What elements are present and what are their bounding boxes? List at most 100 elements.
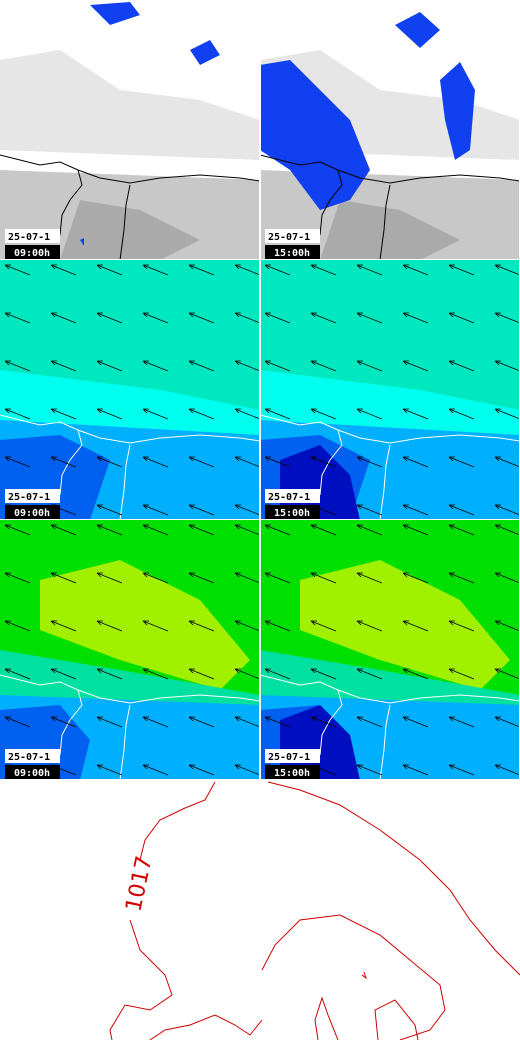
wind-arrow: [264, 620, 291, 632]
wind-arrow: [234, 264, 259, 276]
wind-arrow: [234, 456, 259, 468]
isobar-label: 1017: [121, 854, 157, 914]
map-panel: 25-07-1 09:00h: [0, 0, 259, 259]
wind-arrow: [234, 716, 259, 728]
wind-arrow: [234, 360, 259, 372]
wind-arrow: [402, 408, 429, 420]
time-box: [5, 765, 60, 779]
date-label: 25-07-1: [8, 232, 50, 243]
panel-body: [0, 520, 259, 779]
coastline: [319, 689, 343, 756]
wind-arrow: [494, 524, 519, 536]
coastline: [379, 444, 391, 519]
wind-arrow: [50, 456, 77, 468]
wind-arrow: [50, 408, 77, 420]
map-panel: 25-07-1 09:00h: [0, 260, 259, 519]
wind-arrow: [4, 312, 31, 324]
wind-arrow: [96, 668, 123, 680]
wind-arrow: [96, 408, 123, 420]
wind-arrow: [188, 572, 215, 584]
field-area: [260, 370, 519, 440]
wind-arrow: [356, 312, 383, 324]
panel-body: [260, 0, 519, 259]
wind-arrow: [4, 668, 31, 680]
wind-arrow: [356, 264, 383, 276]
wind-arrow: [264, 360, 291, 372]
wind-arrow: [310, 668, 337, 680]
wind-arrow: [264, 408, 291, 420]
wind-arrow: [494, 504, 519, 516]
field-area: [320, 200, 460, 259]
rain-area: [80, 238, 84, 246]
coastline: [0, 674, 259, 704]
wind-arrow: [234, 312, 259, 324]
wind-arrow: [50, 620, 77, 632]
wind-arrow: [96, 572, 123, 584]
wind-arrow: [310, 620, 337, 632]
wind-arrow: [234, 764, 259, 776]
wind-arrow: [310, 456, 337, 468]
wind-arrow: [96, 504, 123, 516]
wind-arrow: [96, 524, 123, 536]
date-box: [265, 489, 320, 503]
wind-arrow: [310, 264, 337, 276]
wind-arrow: [4, 716, 31, 728]
wind-arrow: [356, 360, 383, 372]
field-area: [60, 200, 200, 259]
coastline: [119, 184, 131, 259]
pressure-panel: [109, 781, 520, 1040]
field-area: [300, 560, 510, 690]
wind-arrow: [448, 668, 475, 680]
wind-arrow: [4, 456, 31, 468]
wind-arrow: [264, 572, 291, 584]
wind-arrow: [356, 572, 383, 584]
wind-arrow: [494, 456, 519, 468]
date-label: 25-07-1: [268, 492, 310, 503]
wind-arrow: [4, 572, 31, 584]
time-box: [265, 245, 320, 259]
wind-arrow: [188, 668, 215, 680]
wind-arrow: [234, 504, 259, 516]
wind-arrow: [96, 764, 123, 776]
time-label: 15:00h: [274, 768, 310, 779]
coastline: [260, 414, 519, 444]
wind-arrow: [50, 668, 77, 680]
wind-arrow: [402, 264, 429, 276]
wind-arrow: [448, 504, 475, 516]
wind-arrow: [402, 312, 429, 324]
wind-arrow: [4, 620, 31, 632]
time-box: [265, 765, 320, 779]
wind-arrow: [188, 764, 215, 776]
time-box: [265, 505, 320, 519]
wind-arrow: [310, 312, 337, 324]
wind-arrow: [310, 524, 337, 536]
wind-arrow: [310, 360, 337, 372]
wind-arrow: [356, 620, 383, 632]
wind-arrow: [96, 360, 123, 372]
field-area: [0, 50, 259, 160]
wind-arrow: [142, 716, 169, 728]
wind-arrow: [402, 668, 429, 680]
wind-arrow: [234, 524, 259, 536]
coastline: [319, 429, 343, 496]
wind-arrow: [356, 408, 383, 420]
wind-arrow: [402, 524, 429, 536]
wind-arrow: [188, 456, 215, 468]
map-panel: 25-07-1 15:00h: [260, 260, 519, 519]
wind-arrow: [494, 572, 519, 584]
wind-arrow: [50, 264, 77, 276]
wind-arrow: [356, 716, 383, 728]
wind-arrow: [494, 620, 519, 632]
wind-arrow: [448, 716, 475, 728]
coastline: [59, 689, 83, 756]
wind-arrow: [356, 504, 383, 516]
wind-arrow: [50, 312, 77, 324]
panel-body: [0, 0, 259, 259]
wind-arrow: [4, 360, 31, 372]
wind-arrow: [142, 524, 169, 536]
wind-arrow: [494, 716, 519, 728]
wind-arrow: [356, 668, 383, 680]
wind-arrow: [50, 360, 77, 372]
wind-arrow: [448, 764, 475, 776]
